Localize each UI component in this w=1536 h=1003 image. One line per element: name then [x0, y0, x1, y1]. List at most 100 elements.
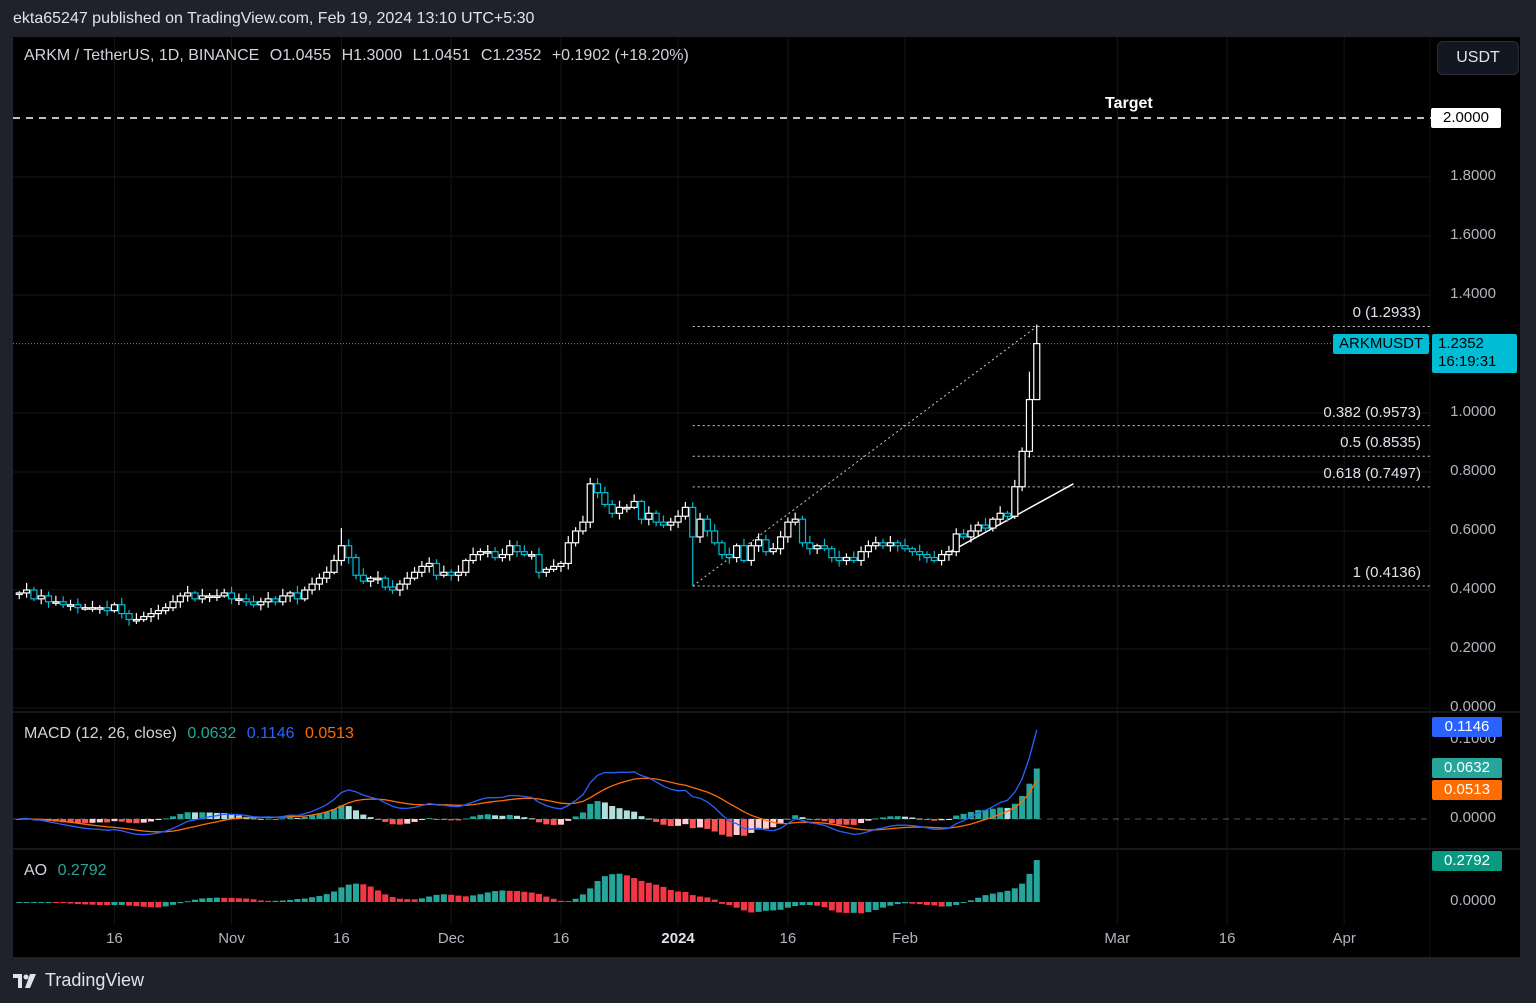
ao-histogram-bar — [199, 898, 206, 902]
candle-down — [125, 612, 133, 621]
macd-histogram-bar — [887, 816, 894, 819]
candle-up — [52, 601, 60, 604]
candle-up — [579, 521, 587, 532]
ao-histogram-bar — [448, 894, 455, 902]
ao-histogram-bar — [638, 880, 645, 902]
macd-histogram-bar — [828, 819, 835, 824]
ao-histogram-bar — [440, 894, 447, 902]
macd-histogram-bar — [82, 819, 89, 824]
ao-axis-label: 0.0000 — [1450, 892, 1496, 909]
macd-histogram-bar — [960, 813, 967, 819]
footer-brand: TradingView — [45, 970, 145, 990]
tradingview-logo[interactable]: TradingView — [13, 970, 144, 991]
last-price-symbol-tag: ARKMUSDT — [1333, 334, 1430, 354]
ao-histogram-bar — [814, 902, 821, 906]
macd-histogram-bar — [923, 819, 930, 820]
chart-panel[interactable]: ARKM / TetherUS, 1D, BINANCE O1.0455 H1.… — [13, 37, 1520, 957]
macd-histogram-bar — [557, 819, 564, 825]
candle-up — [615, 506, 624, 514]
ao-histogram-bar — [462, 896, 469, 902]
candle-up — [550, 565, 558, 570]
ao-histogram-bar — [850, 902, 857, 913]
ao-histogram-bar — [514, 890, 521, 902]
macd-histogram-bar — [748, 819, 755, 833]
ao-histogram-bar — [528, 892, 535, 902]
chart-canvas[interactable] — [13, 37, 1520, 957]
candle-down — [359, 574, 367, 582]
macd-histogram-bar — [594, 801, 601, 819]
candle-up — [367, 577, 375, 582]
macd-histogram-bar — [821, 819, 828, 822]
last-price-tag: 1.2352 16:19:31 — [1432, 334, 1517, 373]
candle-down — [718, 542, 726, 556]
ao-histogram-bar — [938, 902, 945, 907]
ao-histogram-bar — [221, 897, 228, 902]
ao-histogram-bar — [858, 902, 865, 914]
candle-down — [352, 556, 360, 576]
macd-histogram-bar — [499, 815, 506, 819]
ao-histogram-bar — [433, 894, 440, 902]
candle-up — [696, 518, 704, 538]
macd-histogram-bar — [792, 815, 799, 819]
ao-histogram-bar — [499, 890, 506, 902]
publisher-line: ekta65247 published on TradingView.com, … — [13, 10, 535, 27]
candle-up — [454, 571, 463, 576]
ao-histogram-bar — [38, 902, 45, 903]
ao-histogram-bar — [191, 899, 198, 902]
last-price-value: 1.2352 — [1438, 335, 1484, 352]
candle-down — [820, 545, 829, 550]
ao-histogram-bar — [345, 884, 352, 902]
candle-up — [528, 553, 536, 557]
candle-down — [491, 551, 499, 559]
ao-histogram-bar — [206, 898, 213, 902]
ao-histogram-bar — [748, 902, 755, 913]
ao-histogram-bar — [228, 897, 235, 902]
fib-level-label: 1 (0.4136) — [1352, 563, 1421, 581]
ao-histogram-bar — [265, 900, 272, 902]
ao-histogram-bar — [411, 899, 418, 902]
macd-histogram-bar — [89, 819, 96, 823]
macd-histogram-bar — [433, 819, 440, 820]
candle-up — [886, 542, 894, 547]
macd-histogram-bar — [104, 819, 111, 823]
ao-histogram-bar — [945, 902, 952, 907]
candle-down — [659, 521, 668, 526]
macd-title[interactable]: MACD (12, 26, close) — [24, 725, 177, 742]
ao-histogram-bar — [316, 895, 323, 902]
macd-histogram-bar — [836, 819, 843, 825]
macd-histogram-bar — [777, 819, 784, 824]
ao-histogram-bar — [353, 883, 359, 902]
candle-up — [15, 592, 23, 596]
macd-histogram-bar — [301, 816, 308, 819]
currency-button[interactable]: USDT — [1437, 41, 1519, 75]
ao-histogram-bar — [770, 902, 777, 911]
ao-histogram-bar — [931, 902, 938, 906]
candle-down — [916, 551, 924, 556]
ao-histogram-bar — [601, 876, 608, 902]
macd-histogram-bar — [316, 813, 323, 819]
macd-histogram-bar — [426, 818, 433, 820]
macd-histogram-bar — [682, 819, 689, 825]
macd-histogram-bar — [799, 817, 806, 819]
macd-histogram-bar — [521, 817, 528, 819]
ao-histogram-bar — [667, 889, 674, 902]
time-axis-label: 16 — [1218, 930, 1236, 947]
price-axis-label: 0.4000 — [1450, 580, 1496, 597]
ao-title[interactable]: AO — [24, 862, 48, 879]
ao-histogram-bar — [67, 902, 74, 904]
candle-up — [425, 562, 433, 568]
macd-histogram-bar — [565, 819, 572, 821]
candle-up — [206, 595, 214, 599]
macd-signal-value: 0.0513 — [304, 725, 354, 742]
macd-axis-label: 0.0000 — [1450, 809, 1496, 826]
candle-down — [30, 589, 38, 600]
candle-down — [908, 548, 916, 553]
macd-histogram-bar — [945, 819, 952, 820]
macd-histogram-bar — [133, 819, 140, 824]
macd-histogram-bar — [858, 819, 865, 824]
candle-up — [374, 577, 382, 581]
symbol-title[interactable]: ARKM / TetherUS, 1D, BINANCE — [24, 47, 260, 64]
macd-histogram-bar — [411, 819, 418, 822]
candle-up — [945, 551, 953, 556]
candle-down — [59, 601, 67, 606]
